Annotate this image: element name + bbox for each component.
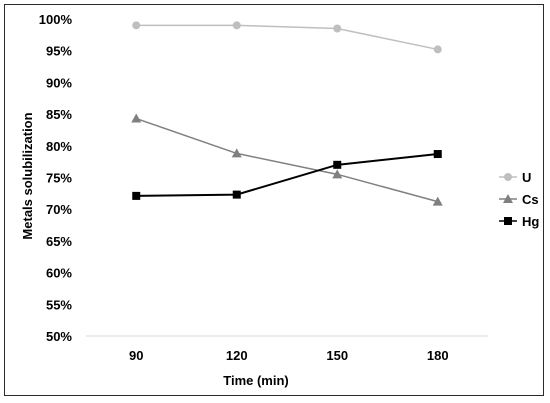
- legend-item-hg: Hg: [499, 214, 539, 229]
- y-axis-ticks: 50% 55% 60% 65% 70% 75% 80% 85% 90% 95% 100%: [39, 12, 73, 344]
- legend-label-hg: Hg: [522, 214, 539, 229]
- data-point-hg: [433, 150, 442, 159]
- data-point-hg: [132, 191, 141, 200]
- legend-label-u: U: [522, 170, 531, 185]
- x-tick-label: 90: [129, 348, 143, 363]
- data-point-cs: [432, 196, 443, 206]
- y-tick-label: 75%: [46, 171, 72, 186]
- x-tick-label: 180: [427, 348, 449, 363]
- series-line-hg: [136, 153, 438, 197]
- y-tick-label: 80%: [46, 139, 72, 154]
- legend-label-cs: Cs: [522, 192, 539, 207]
- x-axis-label: Time (min): [223, 373, 289, 388]
- legend-marker-cs: [503, 194, 513, 203]
- legend-item-cs: Cs: [499, 192, 539, 207]
- y-tick-label: 70%: [46, 202, 72, 217]
- y-tick-label: 95%: [46, 44, 72, 59]
- series-u: [132, 21, 442, 54]
- y-tick-label: 85%: [46, 107, 72, 122]
- x-tick-label: 150: [326, 348, 348, 363]
- chart-frame: [4, 4, 544, 396]
- y-tick-label: 55%: [46, 297, 72, 312]
- series-line-cs: [136, 117, 438, 203]
- data-point-u: [333, 24, 342, 33]
- y-tick-label: 50%: [46, 329, 72, 344]
- data-point-cs: [332, 169, 343, 179]
- series-layer: [131, 21, 443, 206]
- data-point-u: [132, 21, 141, 30]
- y-tick-label: 90%: [46, 75, 72, 90]
- series-hg: [132, 150, 442, 200]
- data-point-u: [232, 21, 241, 30]
- legend-marker-u: [504, 173, 512, 181]
- data-point-hg: [333, 160, 342, 169]
- data-point-hg: [232, 190, 241, 199]
- legend: U Cs Hg: [499, 170, 539, 229]
- legend-marker-hg: [504, 217, 512, 225]
- series-cs: [131, 113, 443, 206]
- x-tick-label: 120: [226, 348, 248, 363]
- data-point-u: [433, 45, 442, 54]
- x-axis-ticks: 90 120 150 180: [129, 348, 449, 363]
- data-point-cs: [131, 113, 142, 123]
- y-tick-label: 65%: [46, 234, 72, 249]
- y-tick-label: 60%: [46, 266, 72, 281]
- y-tick-label: 100%: [39, 12, 73, 27]
- data-point-cs: [231, 148, 242, 158]
- legend-item-u: U: [499, 170, 531, 185]
- series-line-u: [136, 24, 438, 51]
- y-axis-label: Metals solubilization: [20, 112, 35, 239]
